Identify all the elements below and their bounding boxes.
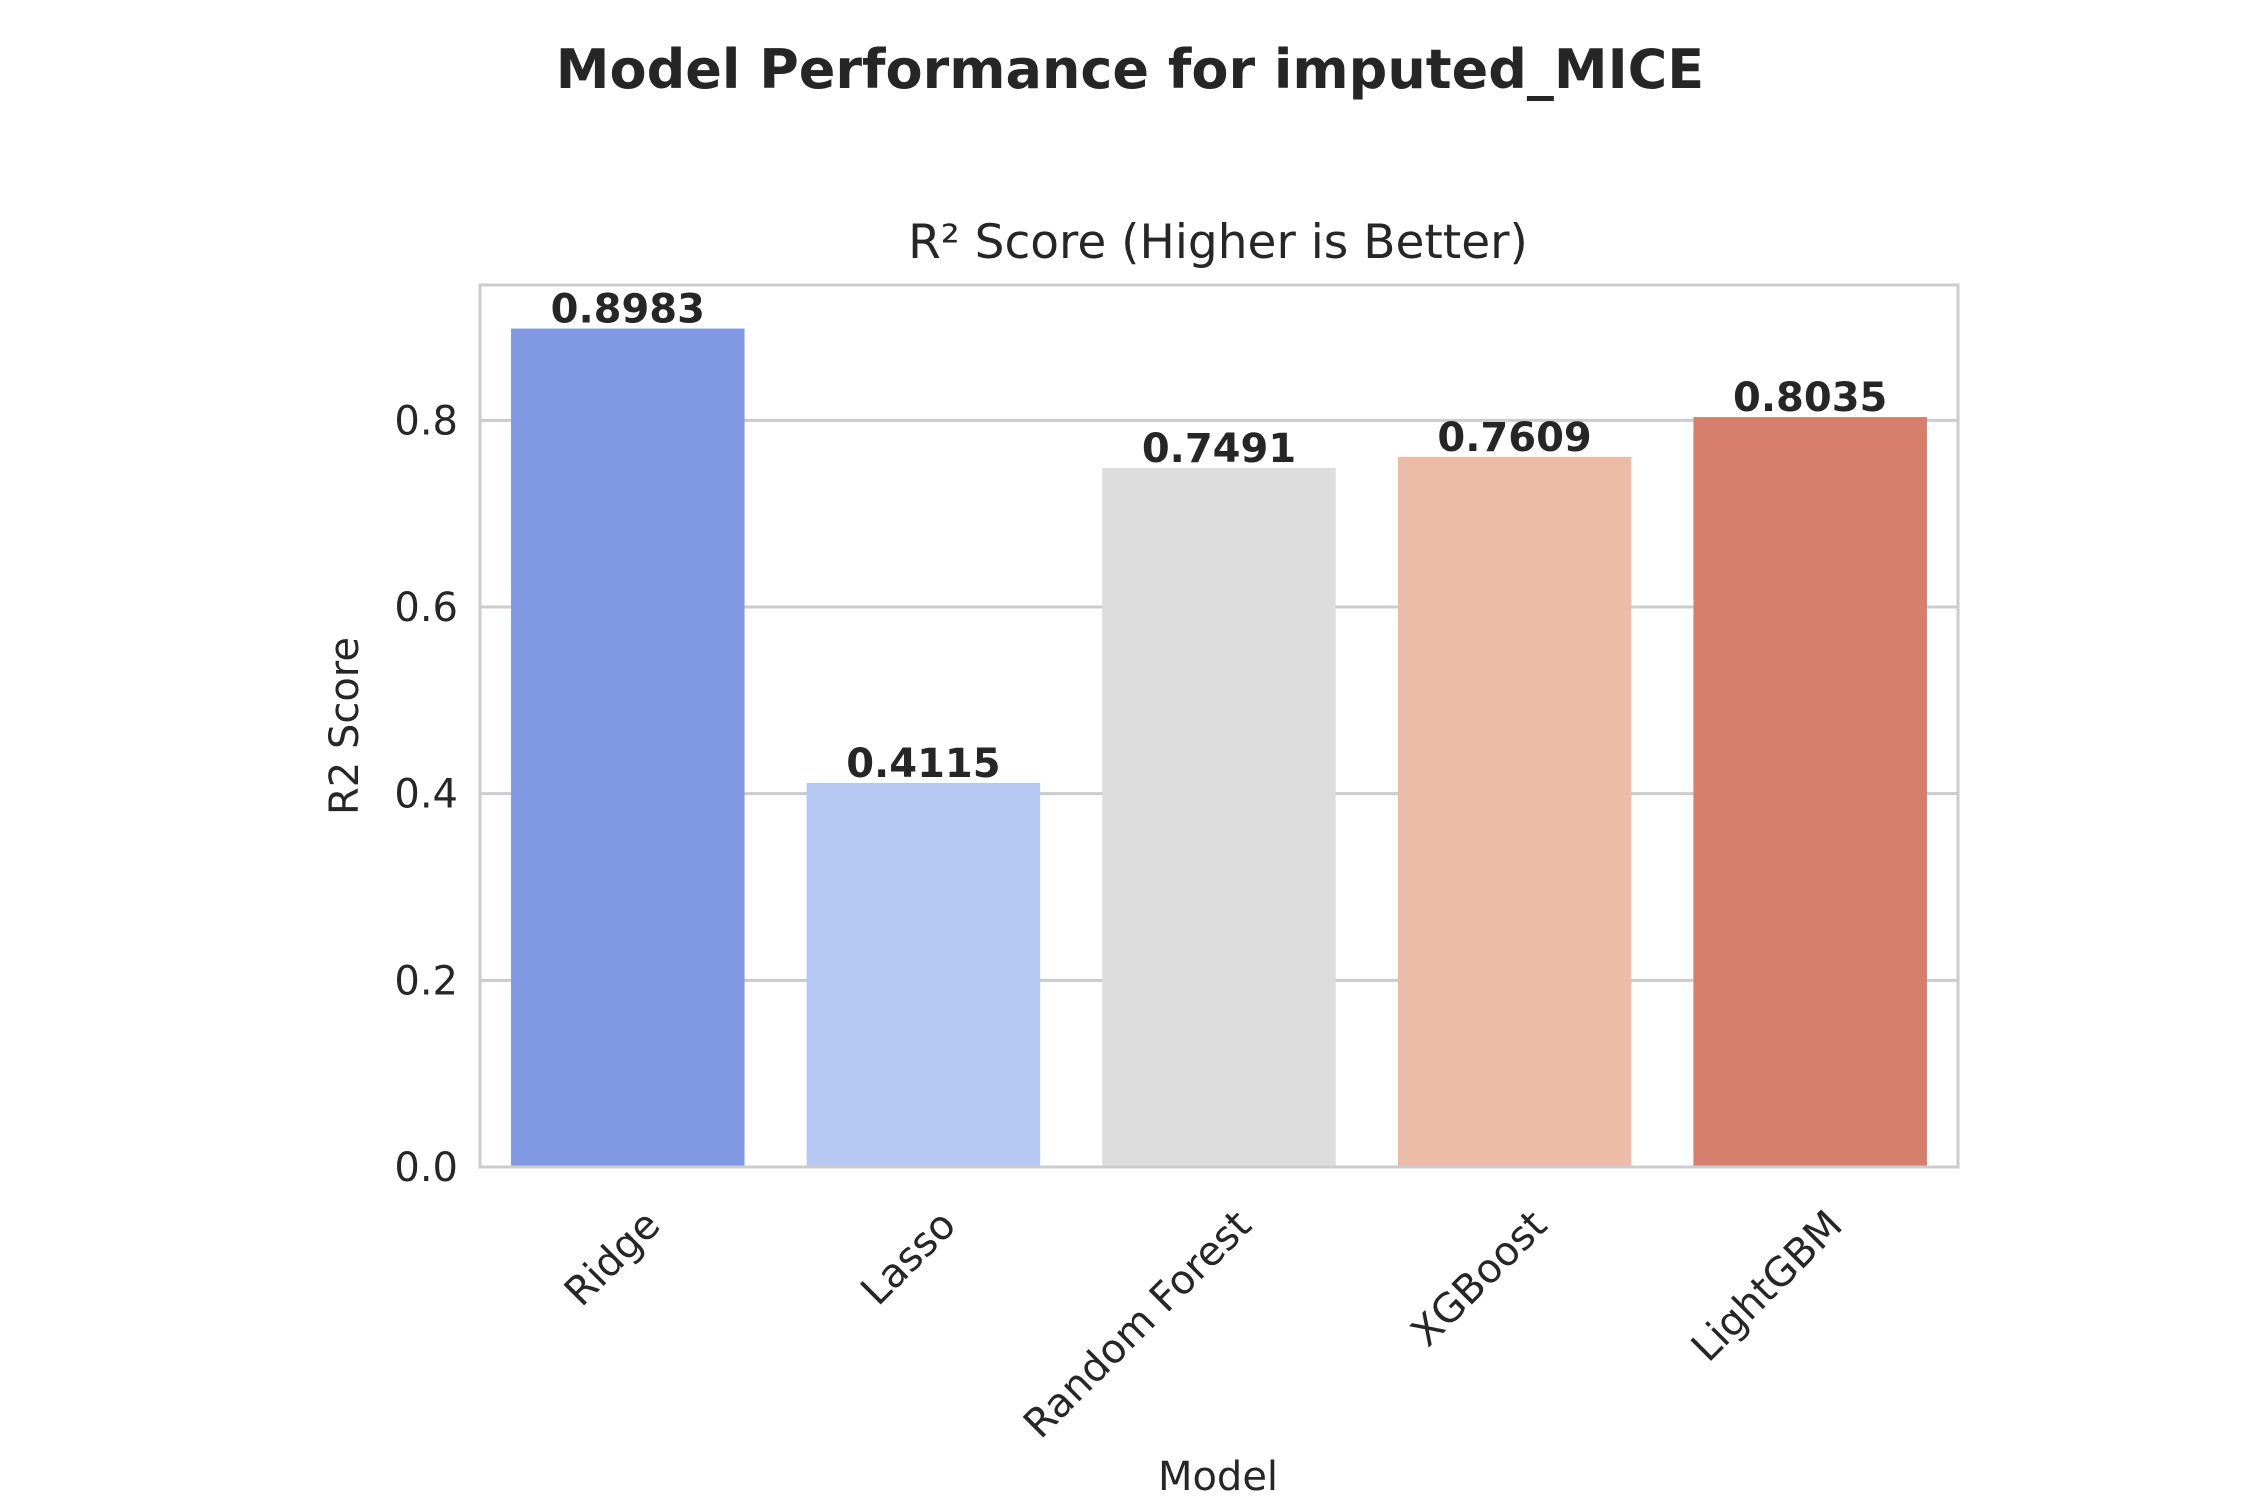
- bar: [511, 328, 745, 1167]
- y-tick-label: 0.8: [394, 398, 458, 444]
- y-tick-label: 0.2: [394, 958, 458, 1004]
- bar: [1397, 456, 1632, 1167]
- chart-title: R² Score (Higher is Better): [908, 215, 1528, 270]
- value-labels: 0.8983 0.4115 0.7491 0.7609 0.8035: [551, 287, 1888, 787]
- value-label: 0.8983: [551, 287, 705, 333]
- y-tick-label: 0.6: [394, 585, 458, 631]
- y-tick-label: 0.4: [394, 772, 458, 818]
- bar: [806, 782, 1041, 1167]
- bar: [1102, 467, 1336, 1168]
- value-label: 0.8035: [1733, 375, 1887, 421]
- x-axis-label: Model: [1158, 1454, 1278, 1500]
- y-tick-labels: 0.0 0.2 0.4 0.6 0.8: [394, 398, 458, 1191]
- value-label: 0.7491: [1142, 426, 1296, 472]
- bar: [1693, 417, 1927, 1168]
- value-label: 0.7609: [1437, 415, 1591, 461]
- y-tick-label: 0.0: [394, 1145, 458, 1191]
- bars: [511, 328, 1927, 1168]
- y-axis-label: R2 Score: [322, 637, 368, 815]
- plot-frame: [478, 283, 1960, 1169]
- value-label: 0.4115: [846, 741, 1000, 787]
- figure-title: Model Performance for imputed_MICE: [556, 38, 1704, 101]
